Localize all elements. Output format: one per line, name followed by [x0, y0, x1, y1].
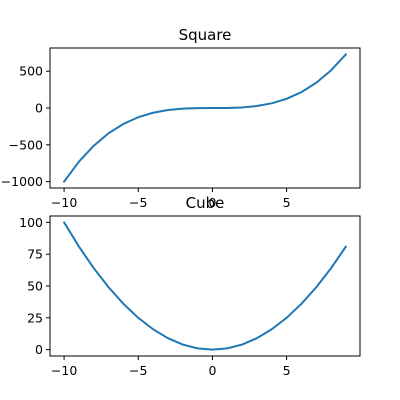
x-tick-label: 0	[208, 363, 216, 378]
y-tick-label: 500	[19, 64, 43, 79]
y-tick-label: −1000	[1, 174, 43, 189]
x-tick-label: 5	[283, 195, 291, 210]
y-tick-label: 25	[27, 310, 43, 325]
y-tick-label: 0	[35, 101, 43, 116]
chart-title: Cube	[186, 194, 225, 212]
ticks: −10 −5 0 5 −1000 −500 0 500	[1, 64, 291, 210]
x-tick-label: −10	[51, 195, 77, 210]
axes-frame	[49, 215, 361, 357]
chart-square: Square −10 −5 0 5 −1000 −500 0 500	[1, 26, 361, 210]
y-tick-label: −500	[9, 137, 43, 152]
y-tick-label: 0	[35, 342, 43, 357]
x-tick-label: −10	[51, 363, 77, 378]
series-line	[63, 53, 347, 183]
x-tick-label: −5	[129, 195, 147, 210]
x-tick-label: −5	[129, 363, 147, 378]
y-tick-label: 75	[27, 247, 43, 262]
y-tick-label: 50	[27, 279, 43, 294]
chart-title: Square	[179, 26, 232, 44]
y-tick-label: 100	[19, 215, 43, 230]
axes-frame	[49, 47, 361, 189]
x-tick-label: 0	[208, 195, 216, 210]
series-line	[63, 221, 347, 351]
x-tick-label: 5	[283, 363, 291, 378]
